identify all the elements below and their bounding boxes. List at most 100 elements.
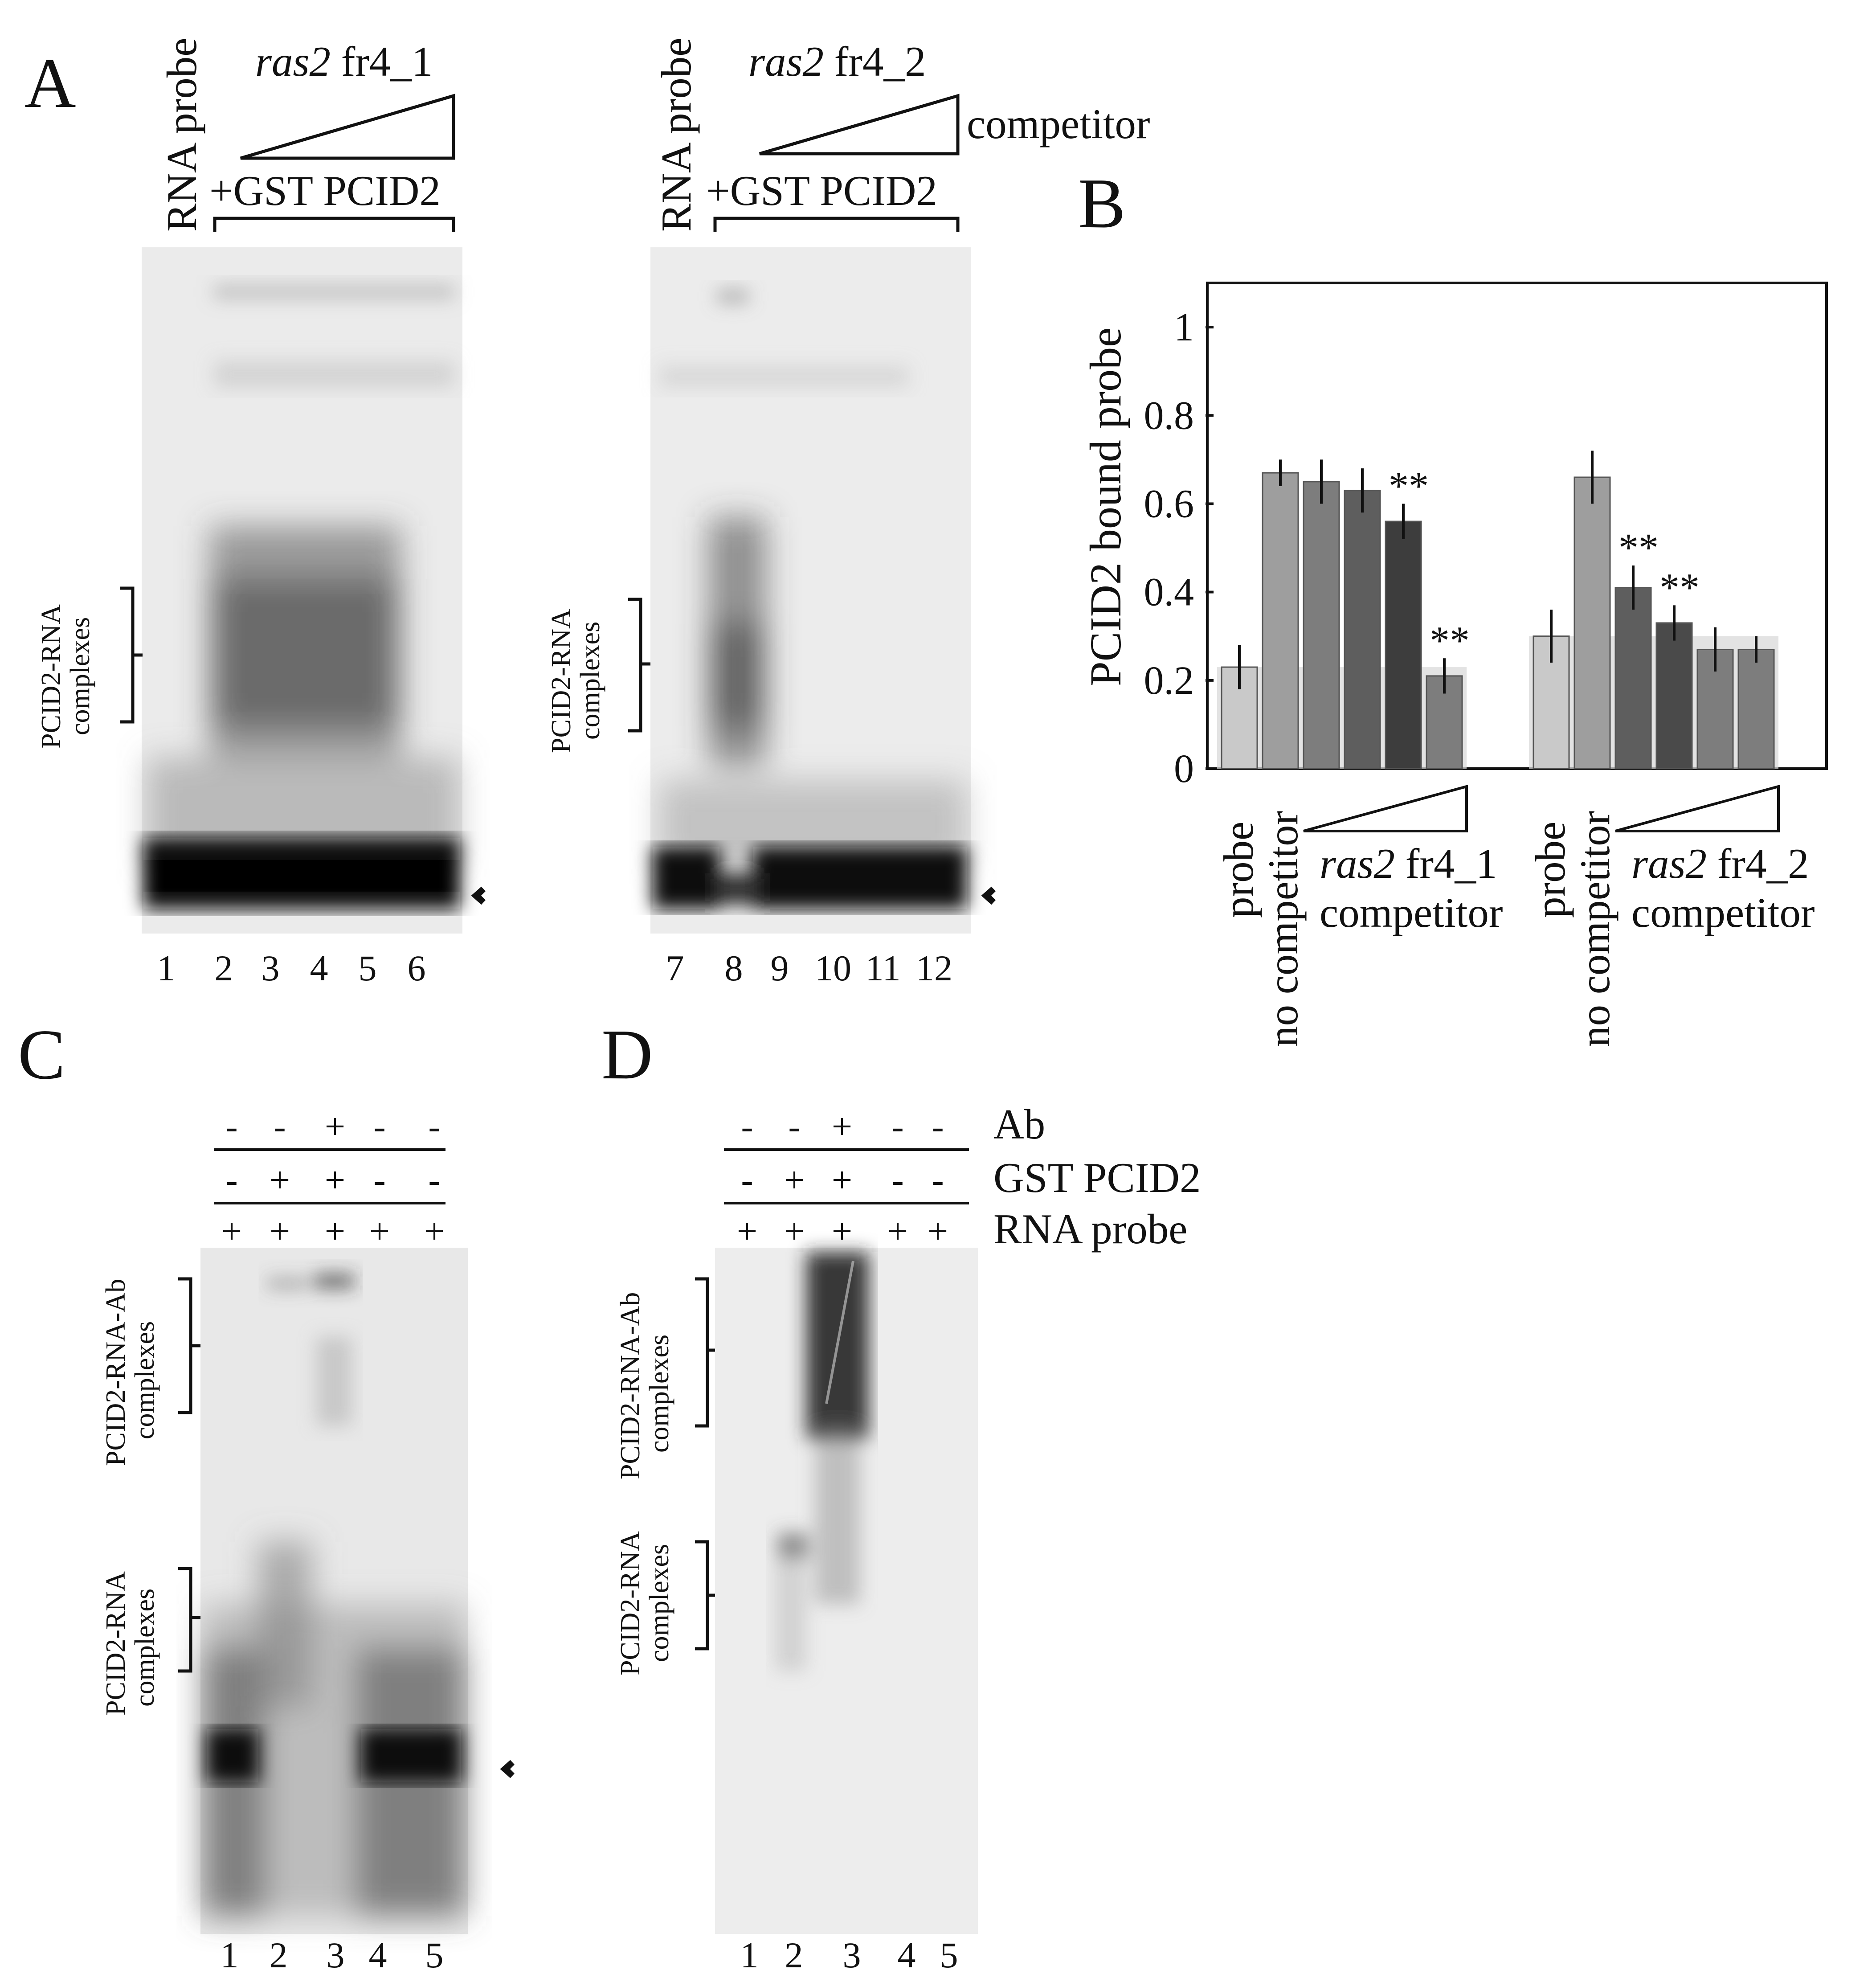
baseline-band — [1217, 667, 1467, 769]
d-condition-header: - - + - - Ab- + + - - GST PCID2+ + + + + RNA probe — [724, 1101, 1201, 1253]
condition-sign: - — [741, 1106, 753, 1147]
gel2-image — [650, 247, 971, 934]
gel2-lane-numbers: 7 8 9 10 11 12 — [666, 948, 953, 988]
gel2-competitor-wedge — [759, 94, 960, 156]
gel3-upper-label-2: complexes — [130, 1321, 160, 1439]
condition-sign: - — [225, 1106, 237, 1147]
bar — [1303, 481, 1340, 770]
gel2-free-probe-arrowhead-icon — [981, 886, 996, 905]
lane-number: 11 — [866, 948, 901, 988]
bar — [1533, 635, 1570, 770]
x-label-competitor-name: ras2 fr4_2 — [1631, 840, 1809, 887]
panel-letter-a: A — [25, 43, 76, 123]
lane-number: 4 — [898, 1935, 916, 1970]
gel4-upper-label-1: PCID2-RNA-Ab — [615, 1292, 646, 1479]
gel1-competitor-wedge — [240, 94, 455, 160]
bar — [1655, 622, 1693, 770]
gel4-image — [715, 1248, 978, 1934]
condition-sign: + — [928, 1211, 948, 1251]
gel1-complex-bracket — [120, 586, 143, 724]
gel4-lower-label-2: complexes — [644, 1544, 674, 1662]
condition-sign: + — [832, 1106, 852, 1147]
x-label-probe: probe — [1527, 822, 1574, 918]
y-tick-label: 1 — [1174, 305, 1194, 349]
lane-number: 6 — [408, 948, 426, 988]
lane-number: 2 — [270, 1935, 288, 1970]
significance-marker: ** — [1389, 464, 1429, 508]
lane-number: 12 — [916, 948, 952, 988]
gel3-lower-label-1: PCID2-RNA — [101, 1571, 131, 1716]
bar — [1262, 472, 1299, 770]
gel2-protein-label: +GST PCID2 — [706, 167, 937, 214]
condition-sign: + — [832, 1211, 852, 1251]
gel3-lower-label-2: complexes — [130, 1589, 160, 1707]
condition-sign: + — [784, 1211, 805, 1251]
lane-number: 5 — [359, 948, 377, 988]
x-label-competitor: competitor — [1631, 889, 1815, 936]
condition-row-label: GST PCID2 — [993, 1154, 1201, 1201]
gel1-image — [142, 247, 462, 934]
lane-number: 7 — [666, 948, 684, 988]
gel1-rna-probe-label: RNA probe — [158, 38, 205, 232]
y-tick-label: 0.4 — [1144, 570, 1194, 614]
y-axis-label: PCID2 bound probe — [1081, 327, 1130, 686]
plot-frame — [1206, 282, 1828, 770]
gel1-complex-label-2: complexes — [65, 617, 95, 735]
gel2-competitor-word: competitor — [967, 100, 1150, 147]
condition-sign: + — [887, 1211, 908, 1251]
x-label-competitor: competitor — [1320, 889, 1503, 936]
bar — [1385, 520, 1422, 770]
gel1-complex-label-1: PCID2-RNA — [36, 604, 66, 749]
c-condition-header: - - + - -- + + - -+ + + + + — [214, 1106, 445, 1251]
panel-letter-d: D — [601, 1015, 653, 1094]
significance-marker: ** — [1659, 565, 1700, 610]
gel2-competitor-label: ras2 fr4_2 — [748, 38, 926, 85]
bar — [1344, 490, 1381, 770]
bar — [1614, 587, 1652, 770]
gel3-free-probe-arrowhead-icon — [500, 1760, 515, 1778]
lane-number: 1 — [221, 1935, 239, 1970]
condition-sign: - — [274, 1106, 286, 1147]
lane-number: 8 — [725, 948, 743, 988]
significance-marker: ** — [1619, 526, 1659, 570]
lane-number: 3 — [327, 1935, 345, 1970]
condition-sign: - — [428, 1159, 440, 1200]
condition-sign: + — [270, 1211, 290, 1251]
gel4-lower-label-1: PCID2-RNA — [615, 1531, 646, 1675]
condition-sign: - — [225, 1159, 237, 1200]
gel4-upper-label-2: complexes — [644, 1335, 674, 1453]
competitor-wedge — [1303, 785, 1468, 832]
condition-sign: - — [932, 1159, 944, 1200]
condition-row-label: Ab — [993, 1101, 1045, 1148]
bar — [1574, 476, 1611, 770]
gel2-complex-bracket — [628, 598, 650, 733]
gel2-complex-label-2: complexes — [575, 622, 605, 740]
condition-sign: + — [325, 1159, 345, 1200]
significance-marker: ** — [1430, 618, 1470, 663]
y-tick-label: 0 — [1174, 747, 1194, 791]
condition-row-label: RNA probe — [993, 1205, 1187, 1253]
gel3-upper-label-1: PCID2-RNA-Ab — [101, 1279, 131, 1466]
condition-sign: - — [373, 1106, 385, 1147]
condition-sign: + — [737, 1211, 757, 1251]
condition-sign: + — [270, 1159, 290, 1200]
lane-number: 3 — [843, 1935, 861, 1970]
condition-sign: - — [891, 1106, 903, 1147]
condition-sign: + — [369, 1211, 390, 1251]
condition-sign: - — [373, 1159, 385, 1200]
condition-sign: + — [325, 1106, 345, 1147]
lane-number: 3 — [262, 948, 280, 988]
gel1-lane-bracket — [213, 217, 455, 232]
y-tick-label: 0.2 — [1144, 659, 1194, 703]
gel2-rna-probe-label: RNA probe — [653, 38, 700, 232]
condition-sign: - — [428, 1106, 440, 1147]
competitor-wedge — [1615, 785, 1780, 832]
lane-number: 1 — [157, 948, 176, 988]
lane-number: 9 — [771, 948, 789, 988]
condition-sign: - — [741, 1159, 753, 1200]
